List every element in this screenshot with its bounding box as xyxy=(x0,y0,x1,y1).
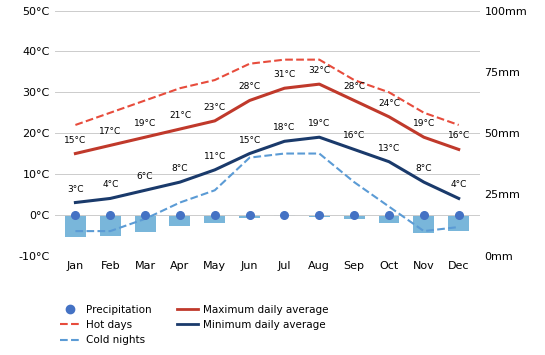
Bar xyxy=(100,215,120,236)
Text: 16°C: 16°C xyxy=(343,131,365,141)
Text: 11°C: 11°C xyxy=(204,152,226,161)
Text: 18°C: 18°C xyxy=(274,123,295,132)
Text: 32°C: 32°C xyxy=(308,66,330,75)
Text: 19°C: 19°C xyxy=(413,119,435,128)
Text: 16°C: 16°C xyxy=(447,131,470,141)
Bar xyxy=(344,215,365,219)
Text: 4°C: 4°C xyxy=(102,180,118,190)
Text: 15°C: 15°C xyxy=(64,136,87,144)
Bar xyxy=(309,215,330,217)
Bar xyxy=(135,215,155,232)
Text: 23°C: 23°C xyxy=(204,103,226,112)
Text: 15°C: 15°C xyxy=(239,136,261,144)
Text: 28°C: 28°C xyxy=(343,82,365,92)
Text: 19°C: 19°C xyxy=(308,119,330,128)
Text: 17°C: 17°C xyxy=(99,127,122,136)
Text: 13°C: 13°C xyxy=(378,144,400,153)
Bar xyxy=(239,215,260,218)
Bar xyxy=(448,215,469,231)
Text: 8°C: 8°C xyxy=(172,164,188,173)
Text: 28°C: 28°C xyxy=(239,82,261,92)
Text: 31°C: 31°C xyxy=(274,70,295,79)
Text: 6°C: 6°C xyxy=(137,172,153,181)
Bar xyxy=(379,215,399,223)
Text: 19°C: 19°C xyxy=(134,119,156,128)
Legend: Precipitation, Hot days, Cold nights, Maximum daily average, Minimum daily avera: Precipitation, Hot days, Cold nights, Ma… xyxy=(60,305,329,345)
Text: 4°C: 4°C xyxy=(451,180,467,190)
Bar xyxy=(169,215,190,226)
Bar xyxy=(65,215,86,237)
Text: 24°C: 24°C xyxy=(378,99,400,108)
Text: 3°C: 3°C xyxy=(67,185,83,193)
Bar xyxy=(274,215,295,217)
Text: 8°C: 8°C xyxy=(416,164,432,173)
Bar xyxy=(414,215,434,233)
Bar xyxy=(204,215,225,223)
Text: 21°C: 21°C xyxy=(169,111,191,120)
